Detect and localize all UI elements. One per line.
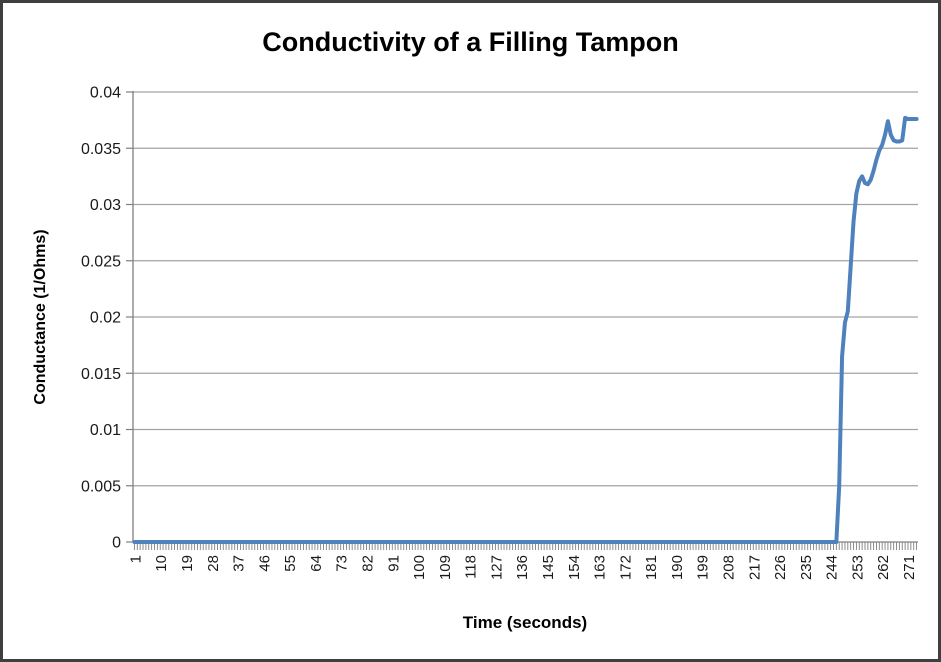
data-series-line [132, 115, 919, 544]
x-tick-label: 109 [437, 555, 454, 580]
x-tick-label: 163 [592, 555, 609, 580]
x-tick-label: 172 [617, 555, 634, 580]
x-tick-label: 127 [488, 555, 505, 580]
x-tick-label: 253 [849, 555, 866, 580]
x-tick-label: 262 [875, 555, 892, 580]
x-tick-label: 28 [205, 555, 222, 572]
x-tick-label: 199 [695, 555, 712, 580]
x-tick-label: 82 [359, 555, 376, 572]
y-tick-label: 0.01 [90, 422, 121, 439]
x-tick-label: 100 [411, 555, 428, 580]
x-tick-label: 181 [643, 555, 660, 580]
y-tick-label: 0.02 [90, 310, 121, 327]
y-tick-label: 0.03 [90, 197, 121, 214]
y-tick-label: 0.015 [81, 366, 121, 383]
y-tick-label: 0.005 [81, 478, 121, 495]
x-tick-label: 37 [231, 555, 248, 572]
x-tick-label: 208 [720, 555, 737, 580]
x-tick-label: 244 [824, 555, 841, 580]
x-tick-label: 118 [463, 555, 480, 579]
x-tick-label: 226 [772, 555, 789, 580]
x-tick-label: 46 [256, 555, 273, 572]
x-axis-title: Time (seconds) [462, 613, 588, 632]
y-tick-label: 0.035 [81, 141, 121, 158]
line-chart-plot-area: 0 0.005 0.01 0.015 0.02 0.025 0.03 0.035 0.04 1 10… [81, 85, 919, 580]
y-axis-title: Conductance (1/Ohms) [32, 229, 49, 405]
x-tick-label: 64 [308, 555, 325, 572]
x-tick-label: 1 [127, 555, 144, 563]
x-tick-label: 217 [746, 555, 763, 580]
x-tick-label: 91 [385, 555, 402, 572]
y-tick-label: 0.025 [81, 253, 121, 270]
x-tick-label: 73 [334, 555, 351, 572]
y-tick-label: 0 [112, 535, 121, 552]
chart-title: Conductivity of a Filling Tampon [262, 27, 679, 57]
x-tick-label: 145 [540, 555, 557, 580]
x-tick-label: 235 [798, 555, 815, 580]
x-tick-label: 154 [566, 555, 583, 580]
x-tick-label: 271 [901, 555, 918, 580]
x-tick-label: 19 [179, 555, 196, 572]
x-tick-label: 55 [282, 555, 299, 572]
x-tick-label: 136 [514, 555, 531, 580]
x-tick-label: 190 [669, 555, 686, 580]
y-tick-label: 0.04 [90, 85, 121, 102]
x-tick-label: 10 [153, 555, 170, 572]
